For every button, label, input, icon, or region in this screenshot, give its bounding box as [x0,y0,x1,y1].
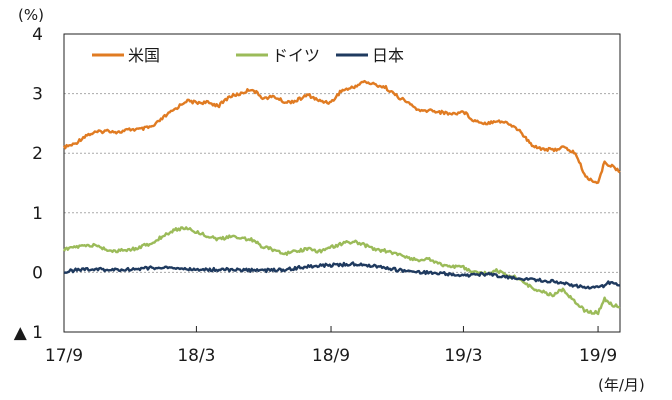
y-tick-label: 3 [32,85,43,105]
legend: 米国 ドイツ 日本 [92,46,404,65]
y-unit-label: (%) [18,6,44,24]
legend-label: 日本 [372,46,404,65]
series-line-2 [63,261,621,290]
x-tick-label: 19/3 [444,346,482,366]
y-axis: 4 3 2 1 0 ▲ 1 [14,25,43,343]
y-tick-label: 1 [32,204,43,224]
series-lines [62,79,621,316]
series-line-0 [62,79,621,185]
y-tick-label: 4 [32,25,43,45]
y-tick-label: ▲ 1 [14,323,43,343]
x-axis: 17/9 18/3 18/9 19/3 19/9 [45,326,617,366]
x-tick-label: 17/9 [45,346,83,366]
x-tick-label: 18/9 [312,346,350,366]
x-unit-label: (年/月) [598,376,645,394]
legend-label: ドイツ [272,46,320,65]
x-tick-label: 18/3 [177,346,215,366]
plot-frame [63,33,621,333]
gridlines [64,93,620,273]
legend-label: 米国 [128,46,160,65]
series-line-1 [62,226,621,316]
x-tick-label: 19/9 [579,346,617,366]
y-tick-label: 0 [32,263,43,283]
y-tick-label: 2 [32,144,43,164]
